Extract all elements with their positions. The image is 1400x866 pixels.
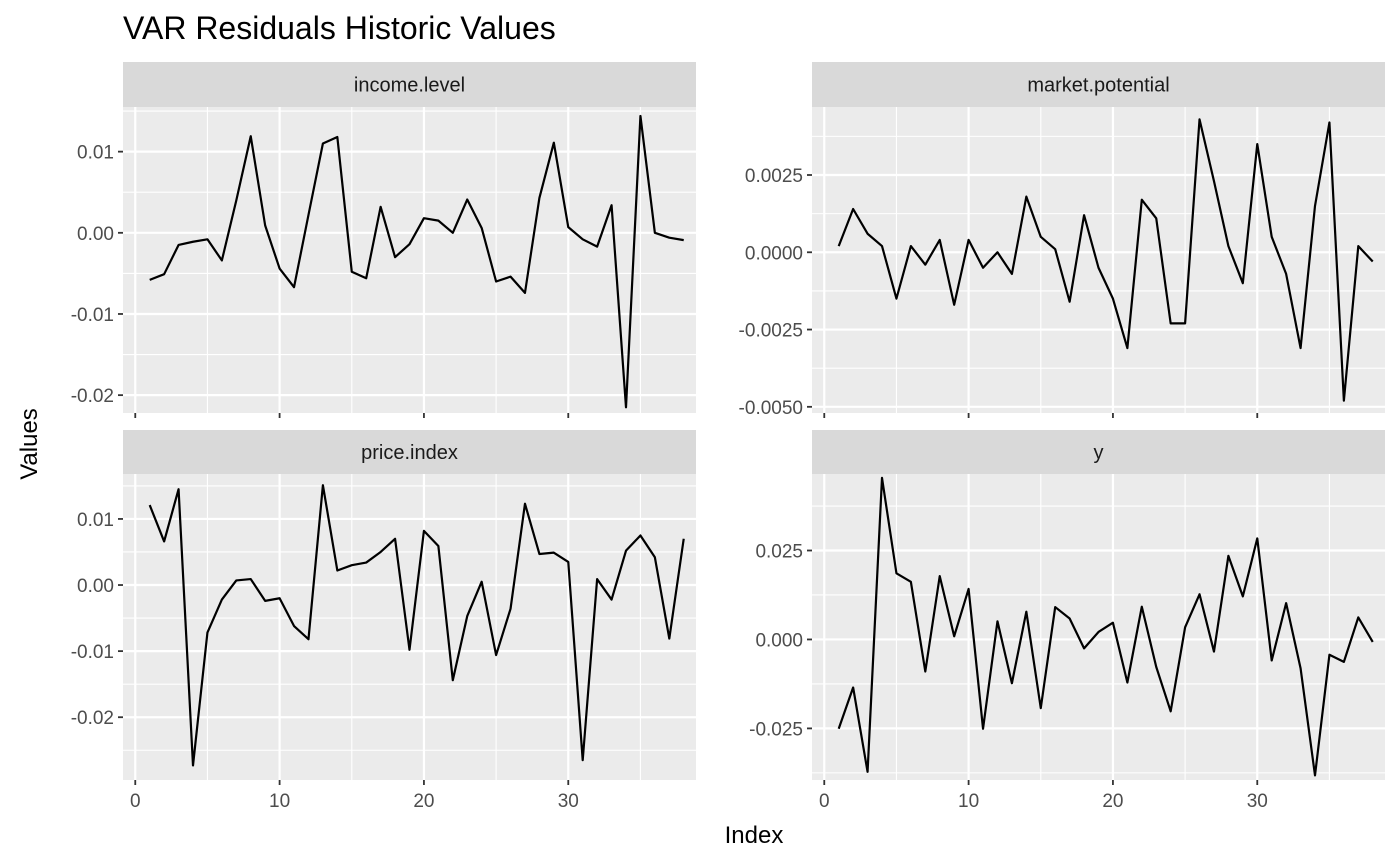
y-tick-label: -0.01 [71,642,114,663]
x-tick-label: 30 [558,791,579,812]
y-tick-label: 0.0025 [745,166,803,187]
y-tick-label: -0.0050 [739,398,803,419]
series-line-y [837,476,1374,777]
x-tick-label: 30 [1247,791,1268,812]
y-tick-label: -0.02 [71,386,114,407]
x-tick-label: 20 [1102,791,1123,812]
y-tick-label: -0.01 [71,305,114,326]
panel-background [812,474,1385,780]
panel-background [123,474,696,780]
facet-strip [123,430,696,474]
y-tick-label: 0.000 [755,630,803,651]
x-tick-label: 10 [958,791,979,812]
y-tick-label: 0.025 [755,542,803,563]
facet-strip [123,62,696,107]
facet-strip [812,430,1385,474]
facet-strip-label: income.level [354,75,465,97]
x-axis-title: Index [725,822,784,849]
y-tick-label: -0.0025 [739,321,803,342]
facet-strip [812,62,1385,107]
chart-title: VAR Residuals Historic Values [123,10,556,46]
series-line-market-potential [837,118,1374,402]
facet-panel-price-index: price.index -0.02 -0.01 0.00 0.01 0 10 20 30 [71,430,696,812]
x-tick-label: 10 [269,791,290,812]
panel-background [123,107,696,413]
y-tick-label: -0.02 [71,708,114,729]
y-tick-label: 0.01 [77,143,114,164]
facet-panel-income-level: income.level -0.02 -0.01 0.00 0.01 [71,62,696,418]
x-tick-label: 20 [413,791,434,812]
y-tick-label: 0.0000 [745,243,803,264]
y-tick-label: 0.00 [77,576,114,597]
y-axis-title: Values [16,408,43,480]
y-tick-label: 0.00 [77,224,114,245]
series-line-income-level [149,114,684,409]
x-tick-label: 0 [130,791,141,812]
panel-background [812,107,1385,413]
series-line-price-index [148,484,685,767]
y-tick-label: -0.025 [749,719,803,740]
facet-strip-label: price.index [361,442,458,464]
y-tick-label: 0.01 [77,510,114,531]
facet-strip-label: y [1094,442,1104,464]
x-tick-label: 0 [819,791,830,812]
facet-strip-label: market.potential [1027,75,1169,97]
facet-panel-market-potential: market.potential -0.0050 -0.0025 0.0000 0.00… [739,62,1385,419]
facet-panel-y: y -0.025 0.000 0.025 0 10 20 30 [749,430,1385,812]
facet-panels: income.level -0.02 -0.01 0.00 0.01 market.pot… [71,62,1385,812]
